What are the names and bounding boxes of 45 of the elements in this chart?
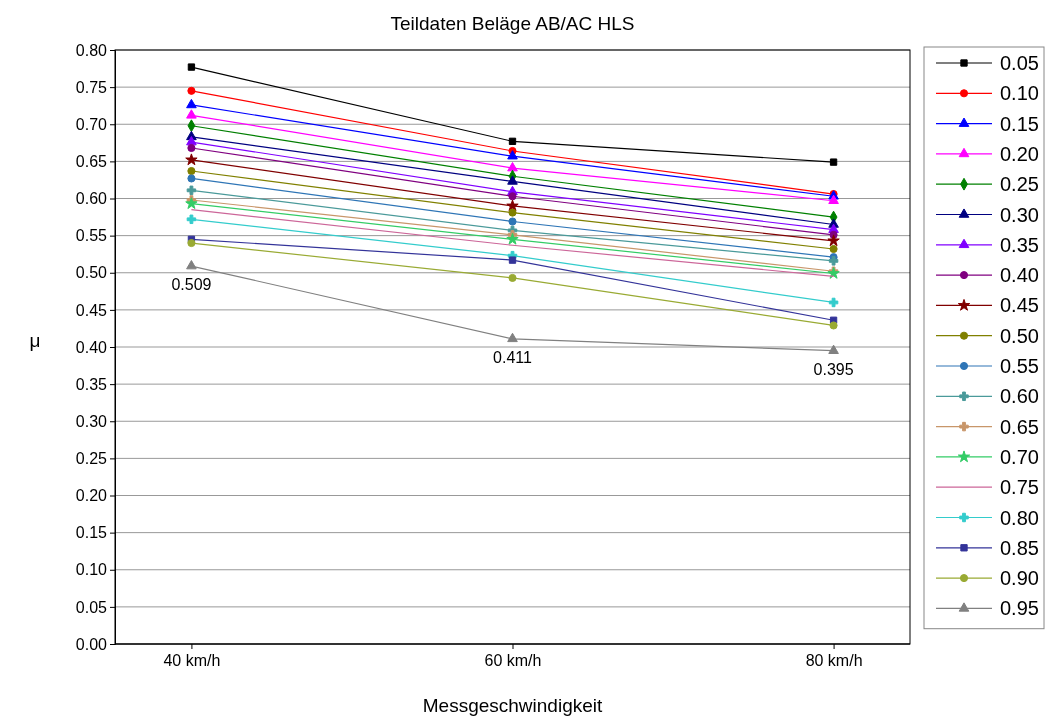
y-tick-label: 0.75 (75, 78, 108, 96)
y-tick-label: 0.25 (75, 449, 108, 467)
x-tick-label: 60 km/h (484, 652, 542, 670)
annotation: 0.509 (171, 276, 212, 294)
x-tick-label: 40 km/h (163, 652, 221, 670)
y-tick-label: 0.05 (75, 598, 108, 616)
y-tick-label: 0.50 (75, 264, 108, 282)
y-tick-label: 0.65 (75, 152, 108, 170)
y-tick-label: 0.10 (75, 561, 108, 579)
legend-label: 0.30 (1000, 203, 1039, 226)
legend-label: 0.35 (1000, 233, 1039, 256)
chart-title: Teildaten Beläge AB/AC HLS (390, 13, 635, 34)
legend-label: 0.65 (1000, 415, 1039, 438)
y-tick-label: 0.00 (75, 635, 108, 653)
y-axis-title: μ (29, 330, 41, 351)
legend-label: 0.90 (1000, 567, 1039, 590)
y-tick-label: 0.55 (75, 227, 108, 245)
y-tick-label: 0.20 (75, 487, 108, 505)
legend-label: 0.55 (1000, 355, 1039, 377)
legend-label: 0.10 (1000, 82, 1039, 105)
legend-label: 0.20 (1000, 142, 1039, 165)
legend-label: 0.80 (1000, 506, 1039, 529)
legend-label: 0.15 (1000, 112, 1039, 135)
y-tick-label: 0.15 (75, 524, 108, 542)
annotation: 0.395 (813, 360, 854, 378)
annotation: 0.411 (493, 348, 533, 366)
legend-label: 0.60 (1000, 385, 1039, 408)
y-tick-label: 0.80 (75, 41, 108, 59)
legend-label: 0.95 (1000, 597, 1039, 620)
legend-label: 0.05 (1000, 52, 1039, 74)
x-tick-label: 80 km/h (805, 652, 863, 670)
legend-label: 0.50 (1000, 324, 1039, 347)
legend-label: 0.85 (1000, 536, 1039, 559)
y-tick-label: 0.70 (75, 115, 108, 133)
legend-label: 0.75 (1000, 476, 1039, 499)
y-tick-label: 0.40 (75, 338, 108, 356)
legend-label: 0.40 (1000, 264, 1039, 287)
y-tick-label: 0.60 (75, 190, 108, 208)
legend-label: 0.25 (1000, 173, 1039, 196)
legend-label: 0.45 (1000, 294, 1039, 317)
y-tick-label: 0.45 (75, 301, 108, 319)
y-tick-label: 0.35 (75, 375, 108, 393)
x-axis-title: Messgeschwindigkeit (422, 695, 603, 716)
legend-label: 0.70 (1000, 445, 1039, 468)
y-tick-label: 0.30 (75, 412, 108, 430)
